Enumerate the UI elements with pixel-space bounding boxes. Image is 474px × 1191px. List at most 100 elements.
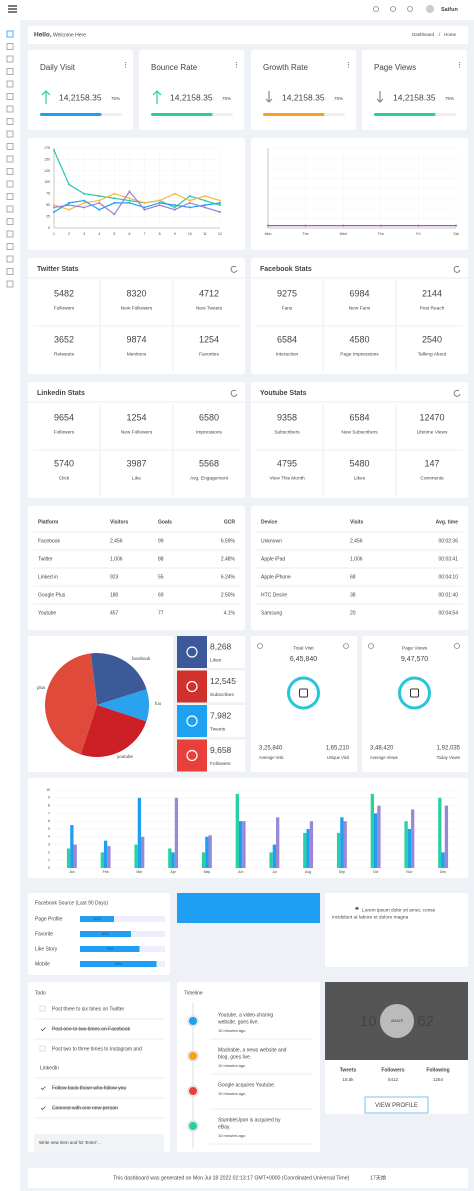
social-icon	[177, 636, 207, 668]
quote-line: incididunt ut labore et dolore magna	[332, 914, 409, 920]
sidebar-icon[interactable]	[6, 255, 14, 263]
check[interactable]	[40, 1027, 46, 1032]
table-cell: 6.24%	[221, 574, 236, 580]
check[interactable]	[40, 1106, 46, 1111]
profile-stat-label: Followers	[381, 1067, 405, 1073]
bar	[70, 825, 74, 868]
point	[342, 224, 345, 227]
sidebar-icon[interactable]	[6, 118, 14, 125]
sidebar-icon[interactable]	[6, 43, 14, 50]
quote-line: Lorem ipsum dolor sit amet, conse	[362, 907, 436, 913]
profile-button[interactable]	[364, 1096, 429, 1114]
sidebar-icon[interactable]	[6, 130, 14, 138]
table-cell: Youtube	[38, 610, 56, 616]
visit-value: 3,25,840	[259, 746, 283, 752]
x-tick-label: Tue	[303, 232, 309, 236]
card	[362, 50, 467, 130]
table-header: Avg. time	[436, 519, 459, 525]
avatar-text: AMAZE	[391, 1019, 404, 1023]
check[interactable]	[40, 1086, 46, 1091]
sidebar-icon[interactable]	[6, 143, 14, 150]
sidebar-icon[interactable]	[6, 205, 14, 213]
checkbox[interactable]	[39, 1005, 46, 1012]
x-tick-label: Dec	[440, 870, 446, 874]
todo-text: LinkedIn	[40, 1065, 59, 1071]
sidebar-icon[interactable]	[6, 280, 14, 288]
card	[251, 50, 356, 130]
refresh-icon[interactable]	[453, 389, 461, 397]
quote-mark: ❝	[355, 906, 359, 914]
donut-icon	[299, 688, 308, 698]
sidebar-icon[interactable]	[6, 268, 14, 275]
social-value: 12,545	[210, 676, 236, 686]
stats-title: Linkedin Stats	[37, 390, 85, 397]
x-tick-label: Jul	[272, 870, 277, 874]
progress-bar	[40, 113, 102, 116]
refresh-icon[interactable]	[453, 265, 461, 273]
sidebar-icon[interactable]	[6, 218, 14, 225]
table-cell: 99	[158, 538, 164, 544]
sidebar-icon[interactable]	[6, 243, 14, 250]
crumb-sep: /	[439, 32, 441, 37]
footer-text: This dashboard was generated on Mon Jul …	[113, 1175, 350, 1181]
point	[203, 204, 206, 207]
stat-value: 14,2158.35	[393, 92, 436, 102]
social-value: 8,268	[210, 641, 232, 651]
refresh-icon	[257, 643, 263, 649]
card-title: Timeline	[184, 990, 203, 996]
progress-bar	[80, 916, 114, 922]
checkbox[interactable]	[39, 1045, 46, 1052]
timeline-text: Youtube, a video-sharing	[218, 1012, 273, 1018]
sidebar-icon[interactable]	[6, 230, 14, 238]
refresh-icon[interactable]	[230, 389, 238, 397]
button-label[interactable]: VIEW PROFILE	[375, 1103, 418, 1109]
bar	[134, 844, 138, 868]
point	[113, 192, 116, 195]
stat-number: 6580	[199, 412, 219, 422]
social-value: 9,658	[210, 745, 232, 755]
bar	[235, 793, 239, 868]
stat-label: Page Impressions	[340, 351, 379, 357]
point	[379, 224, 382, 227]
stat-title: Page Views	[374, 63, 416, 72]
point	[143, 201, 146, 204]
bar	[411, 809, 415, 868]
x-tick-label: Oct	[373, 870, 378, 874]
avatar	[426, 5, 434, 13]
progress-bar	[80, 931, 131, 937]
point	[68, 183, 71, 186]
sidebar-icon[interactable]	[6, 68, 14, 75]
todo-input[interactable]	[34, 1134, 164, 1152]
stats-title: Twitter Stats	[37, 266, 79, 273]
visit-label: Unique Visit	[327, 755, 350, 760]
refresh-icon[interactable]	[230, 265, 238, 273]
sidebar-icon[interactable]	[6, 180, 14, 188]
sidebar-icon[interactable]	[6, 55, 14, 63]
progress-label: 90%	[115, 962, 122, 966]
bar	[107, 846, 111, 868]
y-tick-label: 7	[48, 811, 50, 815]
stat-label: Fans	[282, 305, 293, 311]
progress-label: 60%	[102, 932, 109, 936]
bar	[377, 805, 381, 868]
x-tick-label: 11	[203, 232, 207, 236]
trend-arrow	[152, 90, 162, 104]
x-tick-label: 10	[188, 232, 192, 236]
sidebar-icon[interactable]	[6, 193, 14, 200]
sidebar-icon[interactable]	[6, 105, 14, 113]
sidebar-icon[interactable]	[6, 155, 14, 163]
social-label: Tweets	[210, 726, 226, 732]
stat-label: Post Reach	[420, 305, 445, 311]
stat-label: Followers	[54, 429, 75, 435]
y-tick-label: 2	[48, 850, 50, 854]
point	[68, 208, 71, 211]
timeline-time: 10 minutes ago	[218, 1028, 246, 1033]
sidebar-icon[interactable]	[6, 168, 14, 175]
sidebar-icon[interactable]	[6, 93, 14, 100]
bar	[370, 793, 374, 868]
stat-number: 2540	[422, 334, 442, 344]
stat-label: Followers	[54, 305, 75, 311]
point	[158, 204, 161, 207]
sidebar-icon[interactable]	[6, 30, 14, 38]
sidebar-icon[interactable]	[6, 80, 14, 88]
